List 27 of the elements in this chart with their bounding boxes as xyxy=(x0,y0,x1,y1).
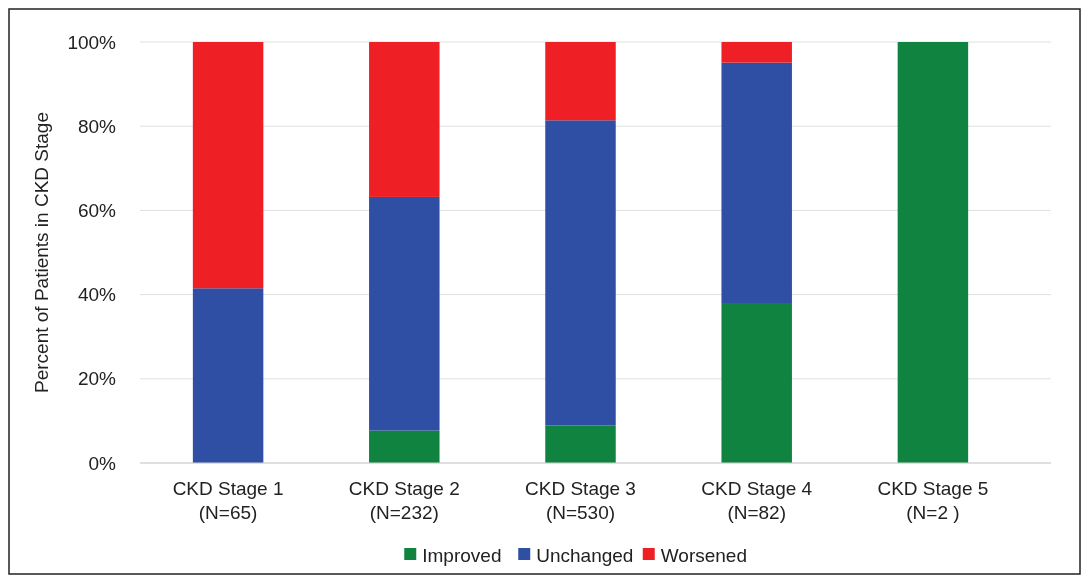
legend-label: Worsened xyxy=(660,544,748,566)
y-tick-label: 60% xyxy=(77,200,117,222)
x-tick-label: CKD Stage 4 (N=82) xyxy=(701,478,813,523)
legend-label: Unchanged xyxy=(536,544,634,566)
bar xyxy=(192,42,264,289)
x-tick-label: CKD Stage 3 (N=530) xyxy=(525,478,636,523)
bar xyxy=(721,42,792,63)
y-axis-title: Percent of Patients in CKD Stage xyxy=(31,112,52,393)
bar xyxy=(721,62,792,304)
bar xyxy=(369,42,440,197)
legend-label: Improved xyxy=(422,544,502,566)
x-tick-label: CKD Stage 1 (N=65) xyxy=(172,478,284,523)
bar xyxy=(721,303,792,463)
bar xyxy=(192,288,264,463)
bar xyxy=(897,42,969,463)
y-tick-label: 40% xyxy=(77,284,117,306)
bar xyxy=(369,196,440,431)
y-tick-label: 20% xyxy=(77,368,117,390)
y-tick-label: 100% xyxy=(67,31,117,53)
x-tick-label: CKD Stage 5 (N=2 ) xyxy=(877,478,989,523)
bar xyxy=(369,430,440,463)
y-tick-label: 80% xyxy=(77,115,117,137)
bar xyxy=(545,120,616,426)
x-tick-label: CKD Stage 2 (N=232) xyxy=(348,478,460,523)
y-tick-label: 0% xyxy=(88,452,117,474)
bar xyxy=(545,42,616,121)
bar xyxy=(545,425,616,463)
